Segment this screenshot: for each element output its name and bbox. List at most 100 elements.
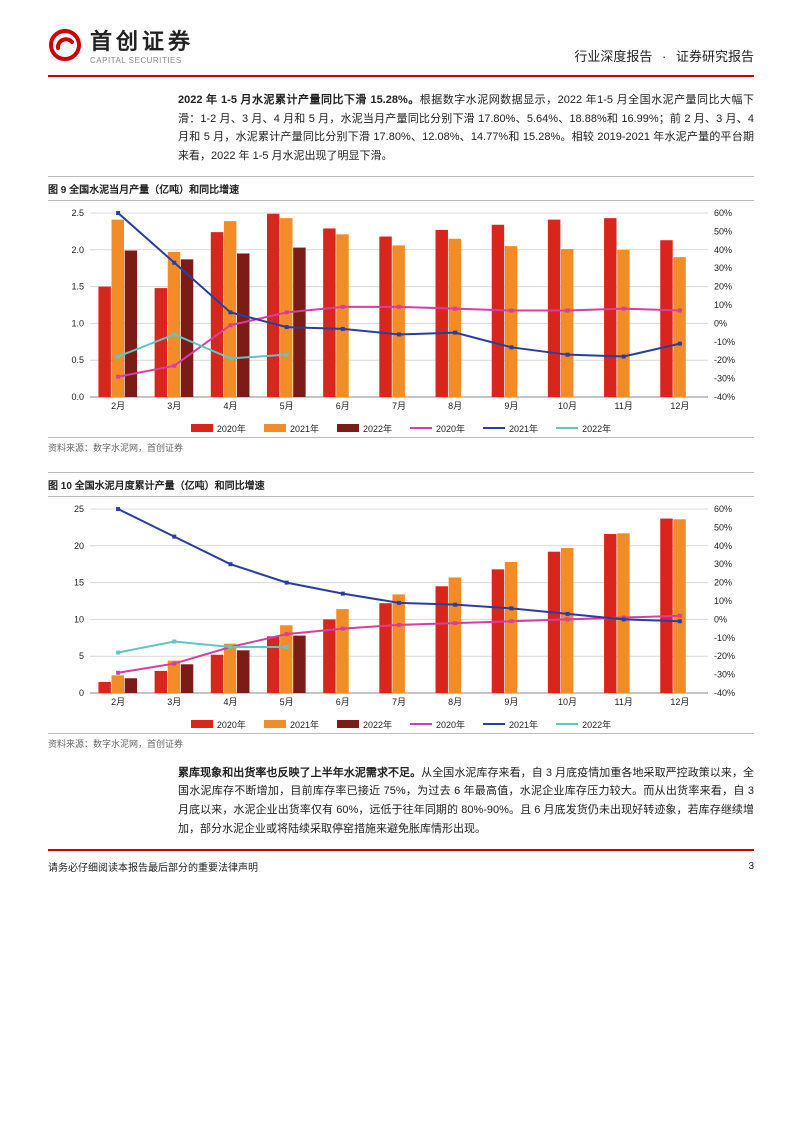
legend-label: 2021年 [509,718,538,731]
logo-icon [48,28,82,62]
legend-item: 2021年 [264,718,319,731]
legend-swatch [556,723,578,725]
svg-text:4月: 4月 [223,697,237,707]
header-right-a: 行业深度报告 [574,49,652,64]
svg-text:60%: 60% [714,208,732,218]
svg-text:50%: 50% [714,522,732,532]
legend-swatch [337,720,359,728]
svg-text:20: 20 [74,541,84,551]
svg-text:0.0: 0.0 [71,392,84,402]
svg-text:7月: 7月 [392,697,406,707]
svg-text:2.0: 2.0 [71,245,84,255]
svg-text:10: 10 [74,614,84,624]
svg-text:-20%: -20% [714,355,735,365]
svg-text:10%: 10% [714,300,732,310]
paragraph-2: 累库现象和出货率也反映了上半年水泥需求不足。从全国水泥库存来看，自 3 月底疫情… [178,764,754,839]
legend-swatch [483,723,505,725]
svg-text:5月: 5月 [280,401,294,411]
logo-text: 首创证券 CAPITAL SECURITIES [90,24,194,65]
svg-text:5: 5 [79,651,84,661]
paragraph-1: 2022 年 1-5 月水泥累计产量同比下滑 15.28%。根据数字水泥网数据显… [178,91,754,166]
legend-label: 2020年 [217,422,246,435]
legend-item: 2020年 [191,422,246,435]
svg-text:30%: 30% [714,559,732,569]
svg-text:0.5: 0.5 [71,355,84,365]
logo-block: 首创证券 CAPITAL SECURITIES [48,24,194,65]
legend-label: 2020年 [436,718,465,731]
svg-text:-20%: -20% [714,651,735,661]
svg-text:3月: 3月 [167,697,181,707]
legend-label: 2022年 [363,718,392,731]
legend-item: 2021年 [483,718,538,731]
legend-item: 2022年 [337,422,392,435]
fig10-title: 图 10 全国水泥月度累计产量（亿吨）和同比增速 [48,472,754,497]
fig9-title: 图 9 全国水泥当月产量（亿吨）和同比增速 [48,176,754,201]
svg-text:-30%: -30% [714,669,735,679]
legend-label: 2020年 [436,422,465,435]
svg-text:-30%: -30% [714,373,735,383]
legend-swatch [264,424,286,432]
svg-text:-40%: -40% [714,392,735,402]
svg-text:12月: 12月 [670,401,689,411]
fig9-svg: 0.00.51.01.52.02.5-40%-30%-20%-10%0%10%2… [48,205,754,415]
page: 首创证券 CAPITAL SECURITIES 行业深度报告 · 证券研究报告 … [0,0,802,1133]
fig10-legend: 2020年 2021年 2022年 2020年 2021年 2022年 [48,718,754,731]
legend-swatch [191,424,213,432]
svg-text:20%: 20% [714,281,732,291]
svg-text:10%: 10% [714,596,732,606]
svg-text:20%: 20% [714,577,732,587]
svg-text:1.5: 1.5 [71,281,84,291]
svg-text:-40%: -40% [714,688,735,698]
svg-text:7月: 7月 [392,401,406,411]
legend-label: 2022年 [582,422,611,435]
legend-item: 2022年 [337,718,392,731]
logo-cn: 首创证券 [90,24,194,56]
svg-text:60%: 60% [714,504,732,514]
svg-text:2月: 2月 [111,401,125,411]
svg-text:11月: 11月 [615,697,633,707]
fig9-chart: 0.00.51.01.52.02.5-40%-30%-20%-10%0%10%2… [48,205,754,435]
svg-text:15: 15 [74,577,84,587]
legend-item: 2021年 [264,422,319,435]
svg-text:10月: 10月 [558,401,577,411]
legend-label: 2020年 [217,718,246,731]
svg-text:5月: 5月 [280,697,294,707]
svg-text:25: 25 [74,504,84,514]
legend-item: 2020年 [191,718,246,731]
svg-text:50%: 50% [714,226,732,236]
fig10-chart: 0510152025-40%-30%-20%-10%0%10%20%30%40%… [48,501,754,731]
legend-label: 2021年 [290,718,319,731]
svg-text:40%: 40% [714,245,732,255]
legend-swatch [483,427,505,429]
svg-text:9月: 9月 [504,401,518,411]
footer-rule [48,849,754,851]
legend-swatch [556,427,578,429]
header-right-b: 证券研究报告 [676,49,754,64]
svg-text:3月: 3月 [167,401,181,411]
legend-item: 2020年 [410,422,465,435]
svg-text:11月: 11月 [615,401,633,411]
legend-item: 2022年 [556,718,611,731]
legend-item: 2021年 [483,422,538,435]
para1-lead: 2022 年 1-5 月水泥累计产量同比下滑 15.28%。 [178,94,420,106]
legend-label: 2022年 [582,718,611,731]
legend-label: 2021年 [290,422,319,435]
page-header: 首创证券 CAPITAL SECURITIES 行业深度报告 · 证券研究报告 [0,0,802,71]
legend-label: 2022年 [363,422,392,435]
svg-text:-10%: -10% [714,337,735,347]
svg-text:30%: 30% [714,263,732,273]
legend-swatch [410,427,432,429]
fig10-source: 资料来源：数字水泥网，首创证券 [48,733,754,764]
fig9-source: 资料来源：数字水泥网，首创证券 [48,437,754,468]
footer-pagenum: 3 [748,861,754,872]
svg-text:0: 0 [79,688,84,698]
legend-swatch [191,720,213,728]
legend-label: 2021年 [509,422,538,435]
fig10-svg: 0510152025-40%-30%-20%-10%0%10%20%30%40%… [48,501,754,711]
svg-text:1.0: 1.0 [71,318,84,328]
legend-swatch [264,720,286,728]
svg-text:2.5: 2.5 [71,208,84,218]
svg-text:6月: 6月 [336,401,350,411]
para2-lead: 累库现象和出货率也反映了上半年水泥需求不足。 [178,767,421,779]
page-footer: 请务必仔细阅读本报告最后部分的重要法律声明 3 [0,859,802,874]
